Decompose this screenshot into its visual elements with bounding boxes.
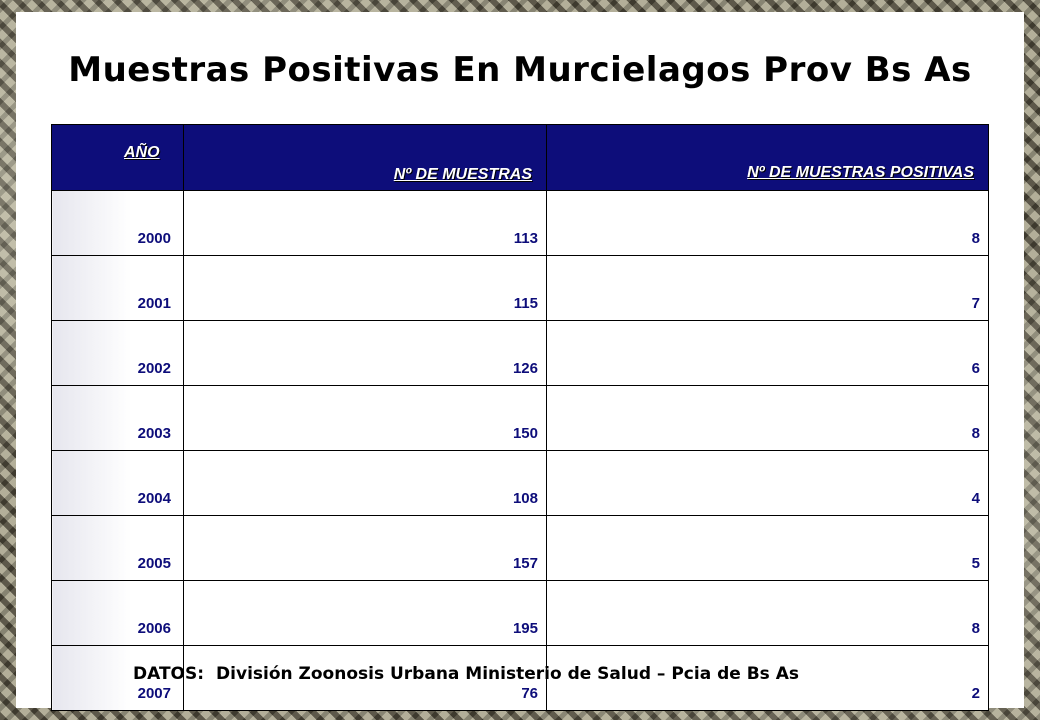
cell-positive-samples: 8 <box>546 385 989 451</box>
source-text: División Zoonosis Urbana Ministerio de S… <box>216 664 799 684</box>
cell-samples: 115 <box>183 255 547 321</box>
table-row: 2006 195 8 <box>51 580 989 646</box>
cell-year: 2002 <box>51 320 184 386</box>
table-row: 2000 113 8 <box>51 190 989 256</box>
cell-year: 2006 <box>51 580 184 646</box>
cell-positive-samples: 7 <box>546 255 989 321</box>
cell-samples: 150 <box>183 385 547 451</box>
source-label: DATOS: <box>133 664 205 684</box>
cell-positive-samples: 5 <box>546 515 989 581</box>
table-row: 2007 76 2 <box>51 645 989 711</box>
cell-samples: 108 <box>183 450 547 516</box>
cell-year: 2007 <box>51 645 184 711</box>
cell-year: 2001 <box>51 255 184 321</box>
column-header-year: AÑO <box>51 124 184 191</box>
data-source: DATOS: División Zoonosis Urbana Ministeri… <box>133 664 799 684</box>
table-row: 2004 108 4 <box>51 450 989 516</box>
table-row: 2002 126 6 <box>51 320 989 386</box>
column-header-positive-samples: Nº DE MUESTRAS POSITIVAS <box>546 124 989 191</box>
table-header-row: AÑO Nº DE MUESTRAS Nº DE MUESTRAS POSITI… <box>51 124 989 191</box>
cell-positive-samples: 8 <box>546 580 989 646</box>
cell-samples: 157 <box>183 515 547 581</box>
cell-year: 2003 <box>51 385 184 451</box>
cell-year: 2000 <box>51 190 184 256</box>
table-row: 2003 150 8 <box>51 385 989 451</box>
cell-positive-samples: 8 <box>546 190 989 256</box>
cell-year: 2004 <box>51 450 184 516</box>
cell-positive-samples: 6 <box>546 320 989 386</box>
cell-positive-samples: 4 <box>546 450 989 516</box>
cell-samples: 113 <box>183 190 547 256</box>
table-row: 2005 157 5 <box>51 515 989 581</box>
cell-year: 2005 <box>51 515 184 581</box>
cell-positive-samples: 2 <box>546 645 989 711</box>
cell-samples: 76 <box>183 645 547 711</box>
cell-samples: 126 <box>183 320 547 386</box>
cell-samples: 195 <box>183 580 547 646</box>
table-row: 2001 115 7 <box>51 255 989 321</box>
column-header-samples: Nº DE MUESTRAS <box>183 124 547 191</box>
page-title: Muestras Positivas En Murcielagos Prov B… <box>68 50 972 90</box>
data-table: AÑO Nº DE MUESTRAS Nº DE MUESTRAS POSITI… <box>51 124 989 711</box>
